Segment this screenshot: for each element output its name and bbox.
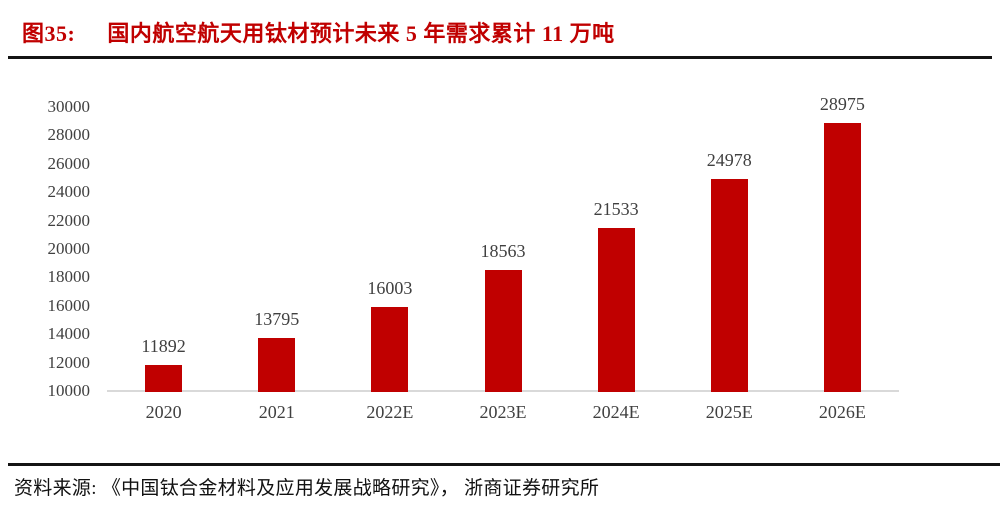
bar-value-label: 13795 [254,309,300,330]
x-axis-category-label: 2021 [258,402,295,422]
source-note: 资料来源: 《中国钛合金材料及应用发展战略研究》， 浙商证券研究所 [14,478,600,499]
bar [710,179,748,392]
title-separator [8,56,992,59]
x-axis-category-label: 2020 [145,402,182,422]
bar [371,306,409,392]
y-axis-tick-label: 28000 [47,125,91,145]
y-axis-tick-label: 16000 [47,295,91,315]
bar [258,338,296,392]
y-axis-tick-label: 12000 [47,352,91,372]
x-axis-category-label: 2022E [366,402,414,422]
figure-title-text: 国内航空航天用钛材预计未来 5 年需求累计 11 万吨 [107,21,615,46]
bar-value-label: 24978 [706,150,752,171]
y-axis-tick-label: 18000 [47,267,91,287]
bar [145,365,183,392]
y-axis-tick-label: 22000 [47,210,91,230]
bar [597,228,635,392]
bar [484,270,522,392]
x-axis-category-label: 2025E [705,402,753,422]
y-axis-tick-label: 14000 [47,324,91,344]
x-axis-category-label: 2023E [479,402,527,422]
bar-value-label: 16003 [367,277,413,298]
bar-value-label: 11892 [141,336,186,357]
bar-value-label: 28975 [819,93,865,114]
bar [823,122,861,392]
y-axis-tick-label: 20000 [47,239,91,258]
footer-separator [8,463,1000,466]
bar-value-label: 21533 [593,199,639,220]
y-axis-tick-label: 24000 [47,182,91,202]
x-axis-category-label: 2024E [592,402,640,422]
y-axis-tick-label: 30000 [47,97,91,116]
figure-label: 图35: [22,21,76,46]
y-axis-tick-label: 26000 [47,153,91,173]
figure-title: 图35: 国内航空航天用钛材预计未来 5 年需求累计 11 万吨 [22,16,990,48]
x-axis-category-label: 2026E [818,402,866,422]
y-axis-tick-label: 10000 [47,381,91,400]
bar-value-label: 18563 [480,241,526,262]
